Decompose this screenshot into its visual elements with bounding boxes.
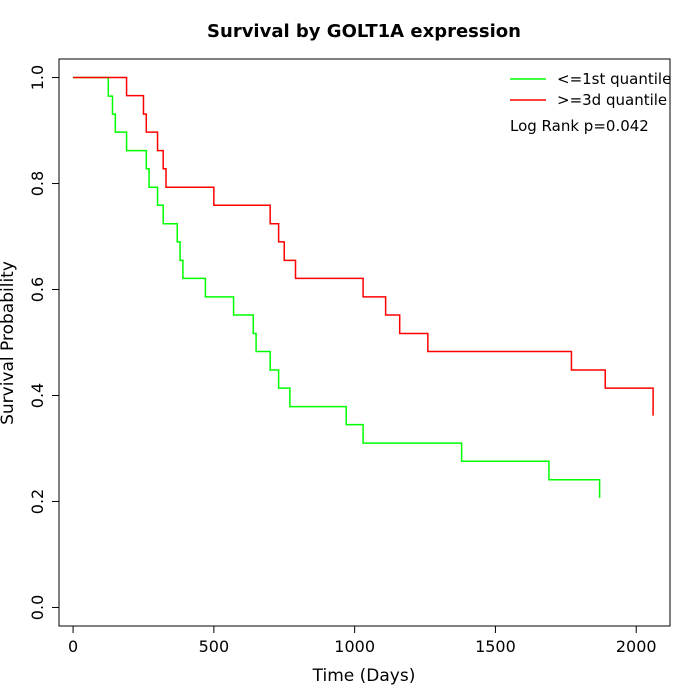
x-tick-label: 500 <box>199 637 230 656</box>
survival-curve-low-quantile <box>73 76 601 498</box>
y-tick-label: 0.6 <box>28 277 47 302</box>
y-tick-label: 0.2 <box>28 489 47 514</box>
x-axis: 0 500 1000 1500 2000 <box>68 625 657 656</box>
log-rank-annotation: Log Rank p=0.042 <box>510 117 649 135</box>
x-tick-label: 1000 <box>334 637 375 656</box>
x-axis-label: Time (Days) <box>312 666 416 686</box>
y-tick-label: 1.0 <box>28 65 47 90</box>
y-tick-label: 0.0 <box>28 595 47 620</box>
legend-label-low: <=1st quantile <box>557 70 671 88</box>
x-tick-label: 0 <box>68 637 78 656</box>
legend: <=1st quantile >=3d quantile <box>510 70 671 109</box>
survival-curve-high-quantile <box>73 76 654 416</box>
series-layer <box>73 76 654 498</box>
legend-label-high: >=3d quantile <box>557 91 667 109</box>
plot-frame <box>58 58 671 627</box>
x-tick-label: 2000 <box>616 637 657 656</box>
chart-title: Survival by GOLT1A expression <box>207 21 521 42</box>
x-tick-label: 1500 <box>475 637 516 656</box>
y-axis: 0.0 0.2 0.4 0.6 0.8 1.0 <box>28 65 60 620</box>
y-tick-label: 0.8 <box>28 171 47 196</box>
y-axis-label: Survival Probability <box>0 261 18 425</box>
y-tick-label: 0.4 <box>28 383 47 408</box>
